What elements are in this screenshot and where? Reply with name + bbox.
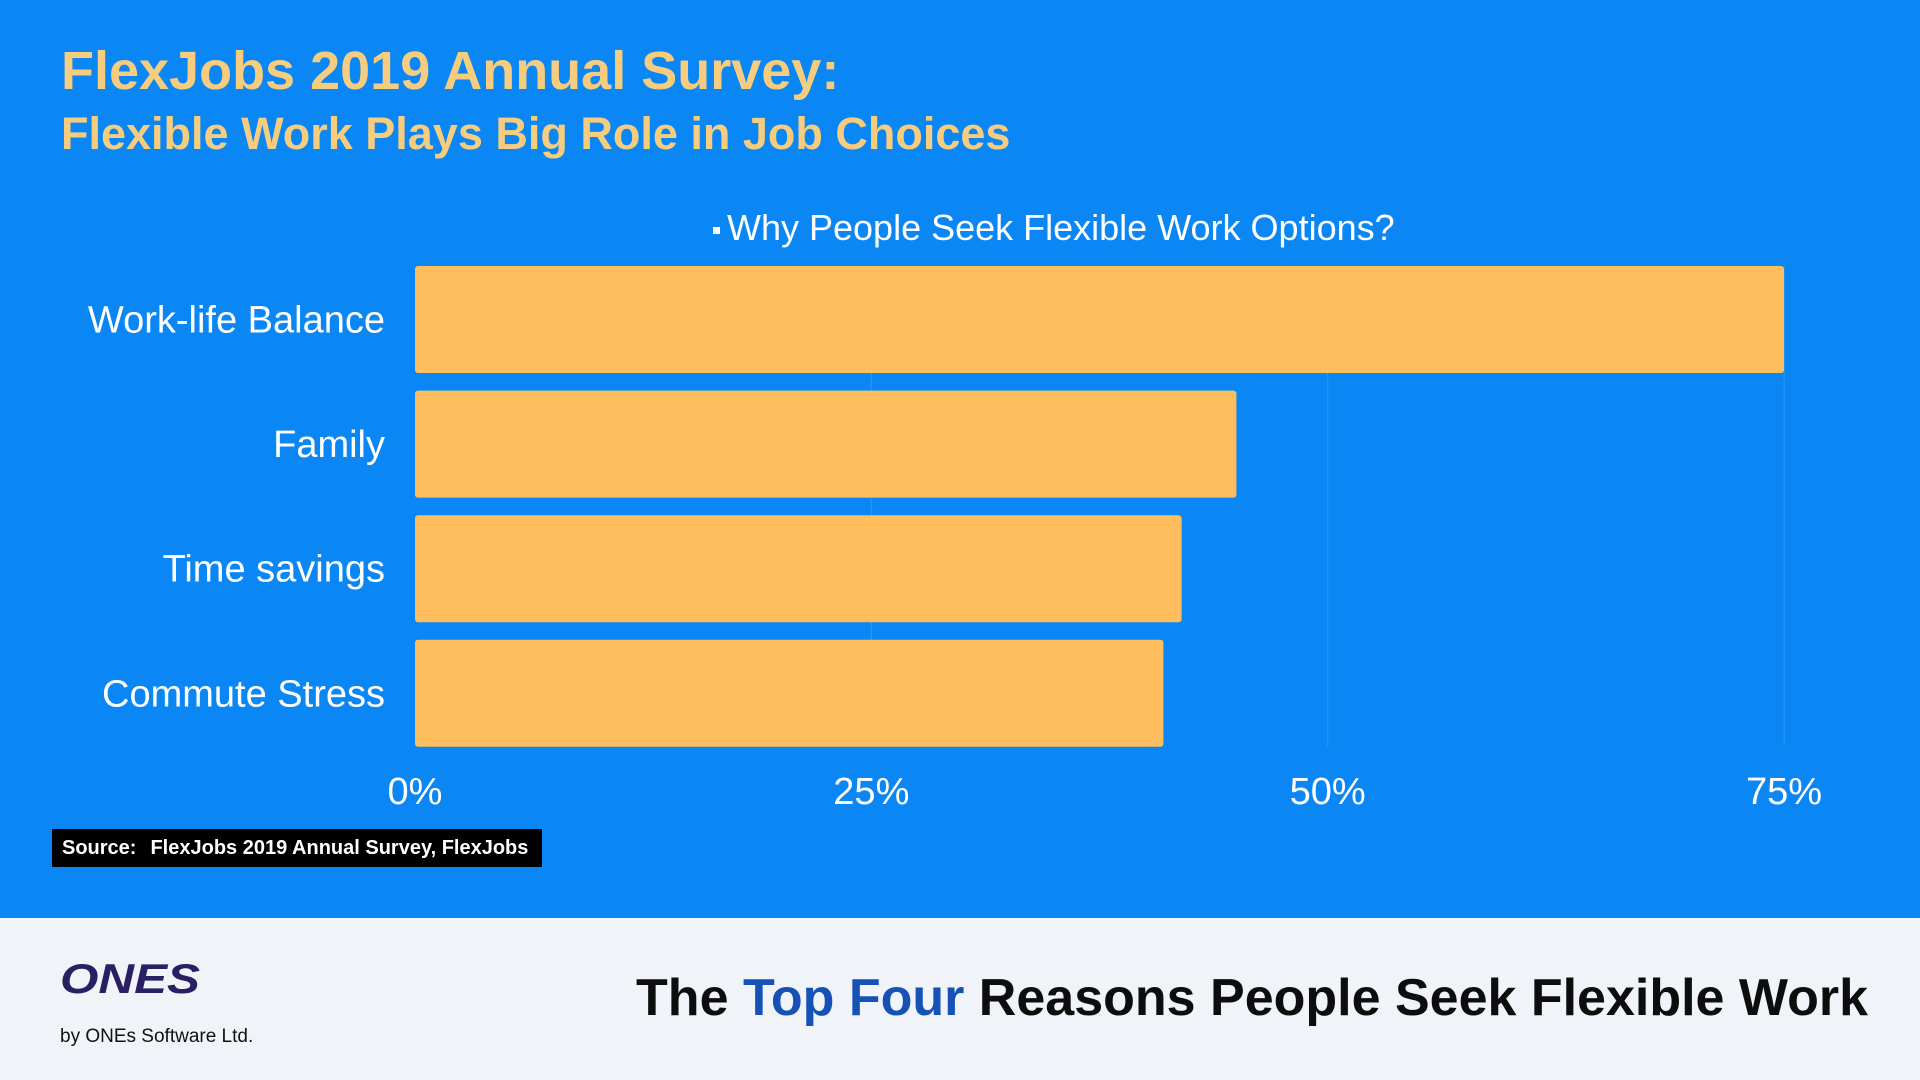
bar xyxy=(415,639,1164,747)
x-tick-label: 75% xyxy=(1746,771,1822,813)
page-title: FlexJobs 2019 Annual Survey: xyxy=(61,41,840,101)
category-label: Time savings xyxy=(163,549,385,591)
bar-chart: Why People Seek Flexible Work Options? W… xyxy=(88,207,1822,813)
ones-logo: ONES xyxy=(60,959,200,999)
tagline-start: The xyxy=(636,969,743,1027)
tagline-highlight: Top Four xyxy=(742,969,965,1027)
category-label: Family xyxy=(273,424,385,466)
chart-panel: FlexJobs 2019 Annual Survey: Flexible Wo… xyxy=(0,0,1920,918)
chart-title: Why People Seek Flexible Work Options? xyxy=(727,207,1395,248)
x-tick-label: 25% xyxy=(833,771,909,813)
source-text: FlexJobs 2019 Annual Survey, FlexJobs xyxy=(150,837,529,859)
svg-text:ONES: ONES xyxy=(60,959,200,999)
x-tick-label: 0% xyxy=(388,771,443,813)
source-note: Source: FlexJobs 2019 Annual Survey, Flex… xyxy=(52,829,543,867)
bar xyxy=(415,515,1182,623)
bar xyxy=(415,390,1237,498)
category-label: Work-life Balance xyxy=(88,300,385,342)
legend-bullet xyxy=(713,227,720,234)
tagline-end: Reasons People Seek Flexible Work xyxy=(964,969,1868,1027)
footer: ONES by ONEs Software Ltd. The Top Four … xyxy=(0,918,1920,1080)
byline: by ONEs Software Ltd. xyxy=(60,1026,254,1047)
x-tick-label: 50% xyxy=(1290,771,1366,813)
category-label: Commute Stress xyxy=(102,673,385,715)
bar xyxy=(415,266,1784,373)
tagline: The Top Four Reasons People Seek Flexibl… xyxy=(636,968,1868,1028)
source-label: Source: xyxy=(62,837,137,859)
page-subtitle: Flexible Work Plays Big Role in Job Choi… xyxy=(61,108,1011,159)
